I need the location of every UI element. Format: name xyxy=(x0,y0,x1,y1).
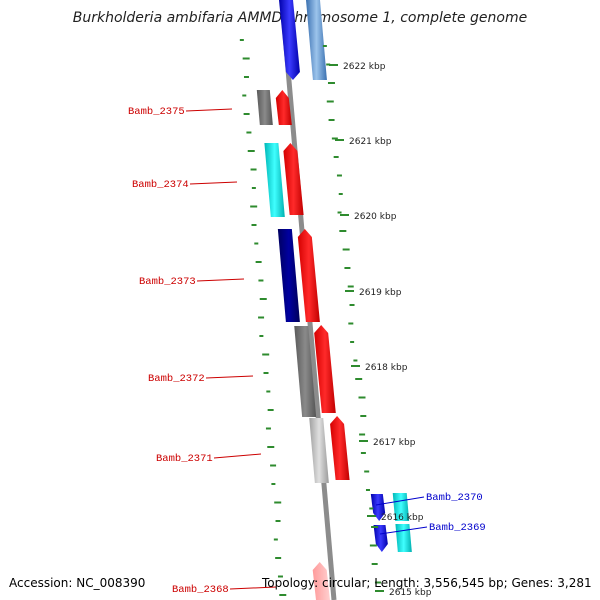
gene-leader-line xyxy=(196,278,245,282)
neighbor-shape-2372[interactable] xyxy=(294,326,317,417)
gene-shape-2371[interactable] xyxy=(330,416,350,480)
gene-leader-line xyxy=(375,496,425,506)
gene-shape-top-blue[interactable] xyxy=(279,0,300,80)
kbp-tick-label: 2615 kbp xyxy=(389,588,432,598)
neighbor-shape-2373[interactable] xyxy=(277,229,300,322)
gene-shape-top-steel[interactable] xyxy=(306,0,327,80)
map-title: Burkholderia ambifaria AMMD chromosome 1… xyxy=(72,10,528,26)
gene-label-bamb_2373[interactable]: Bamb_2373 xyxy=(139,276,196,288)
kbp-tick-label: 2616 kbp xyxy=(381,513,424,523)
gene-shape-2373[interactable] xyxy=(297,229,320,322)
gene-label-bamb_2369[interactable]: Bamb_2369 xyxy=(429,522,486,534)
gene-label-bamb_2374[interactable]: Bamb_2374 xyxy=(132,179,189,191)
gene-label-bamb_2371[interactable]: Bamb_2371 xyxy=(156,453,213,465)
kbp-tick-label: 2622 kbp xyxy=(343,62,386,72)
kbp-tick-label: 2618 kbp xyxy=(365,363,408,373)
gene-leader-line xyxy=(189,181,238,185)
kbp-tick-label: 2621 kbp xyxy=(349,137,392,147)
gene-shape-2369[interactable] xyxy=(373,525,388,552)
kbp-tick-label: 2617 kbp xyxy=(373,438,416,448)
gene-leader-line xyxy=(379,526,428,535)
accession-text: Accession: NC_008390 xyxy=(9,576,146,590)
gene-leader-line xyxy=(205,375,254,379)
gene-shape-2372[interactable] xyxy=(314,325,336,413)
genome-summary-text: Topology: circular; Length: 3,556,545 bp… xyxy=(262,576,592,590)
gene-label-bamb_2368[interactable]: Bamb_2368 xyxy=(172,584,229,596)
gene-label-bamb_2372[interactable]: Bamb_2372 xyxy=(148,373,205,385)
gene-label-bamb_2375[interactable]: Bamb_2375 xyxy=(128,106,185,118)
neighbor-shape-2374[interactable] xyxy=(264,143,285,217)
kbp-tick-label: 2620 kbp xyxy=(354,212,397,222)
neighbor-shape-2371[interactable] xyxy=(309,418,329,483)
gene-label-bamb_2370[interactable]: Bamb_2370 xyxy=(426,492,483,504)
gene-shape-2368[interactable] xyxy=(312,562,330,600)
gene-leader-line xyxy=(185,108,233,112)
gene-shape-2374[interactable] xyxy=(283,143,304,215)
gene-shape-2370[interactable] xyxy=(370,494,386,521)
neighbor-shape-2369[interactable] xyxy=(395,524,412,552)
gene-leader-line xyxy=(213,453,262,459)
gene-shape-2375[interactable] xyxy=(275,90,292,125)
neighbor-shape-2375[interactable] xyxy=(256,90,273,125)
gene-leader-line xyxy=(229,586,277,590)
kbp-tick-label: 2619 kbp xyxy=(359,288,402,298)
